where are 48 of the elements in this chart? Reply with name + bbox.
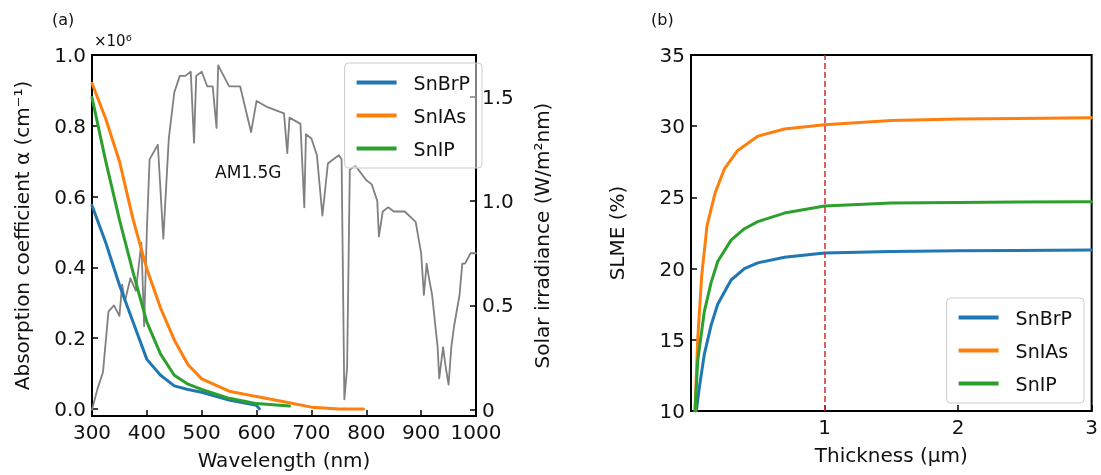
legend-label: SnIAs [413,104,467,127]
y-tick-label: 0.2 [54,326,86,351]
x-axis-title: Thickness (μm) [813,443,968,467]
x-tick-label: 700 [292,420,331,444]
x-axis-title: Wavelength (nm) [197,448,371,472]
y2-tick-label: 1.0 [482,189,514,214]
y2-tick-label: 0 [482,397,495,422]
x-tick-label: 600 [237,420,276,444]
y-tick-label: 15 [659,327,685,352]
x-tick-label: 900 [402,420,441,444]
x-tick-label: 500 [182,420,221,444]
line-series [90,81,366,411]
chart-title: (a) [52,9,75,29]
annotation: AM1.5G [215,161,282,182]
line-series [90,203,261,411]
x-tick-label: 800 [347,420,386,444]
y-tick-label: 0.6 [54,184,86,209]
y-tick-label: 0.8 [54,113,86,138]
y-axis-title: Absorption coefficient α (cm⁻¹) [10,80,34,391]
y-tick-label: 20 [659,256,685,281]
line-series [694,248,1094,413]
y-tick-label: 0.4 [54,255,86,280]
y2-axis-title: Solar irradiance (W/m²nm) [530,102,554,369]
y-axis-title: SLME (%) [605,185,629,281]
legend-label: SnIP [413,137,455,160]
y-tick-label: 0.0 [54,396,86,421]
x-tick-label: 1000 [450,420,502,444]
line-series [91,64,477,411]
legend-label: SnBrP [1015,306,1072,329]
x-tick-label: 3 [1085,415,1098,439]
y-tick-label: 30 [659,114,685,139]
y-tick-label: 10 [659,399,685,423]
legend-label: SnIP [1015,372,1057,395]
y-tick-label: 1.0 [54,43,86,67]
y2-tick-label: 0.5 [482,293,514,318]
x-tick-label: 300 [72,420,112,444]
x-tick-label: 2 [951,415,965,439]
legend-label: SnBrP [413,71,470,94]
x-tick-label: 1 [818,415,831,439]
y2-tick-label: 1.5 [482,84,514,109]
legend-label: SnIAs [1015,339,1069,362]
text: ×10⁶ [94,31,132,50]
line-series [90,95,291,408]
y-tick-label: 25 [659,185,685,210]
y-tick-label: 35 [659,43,685,67]
x-tick-label: 400 [127,420,166,444]
line-series [693,200,1094,413]
chart-title: (b) [651,9,674,29]
